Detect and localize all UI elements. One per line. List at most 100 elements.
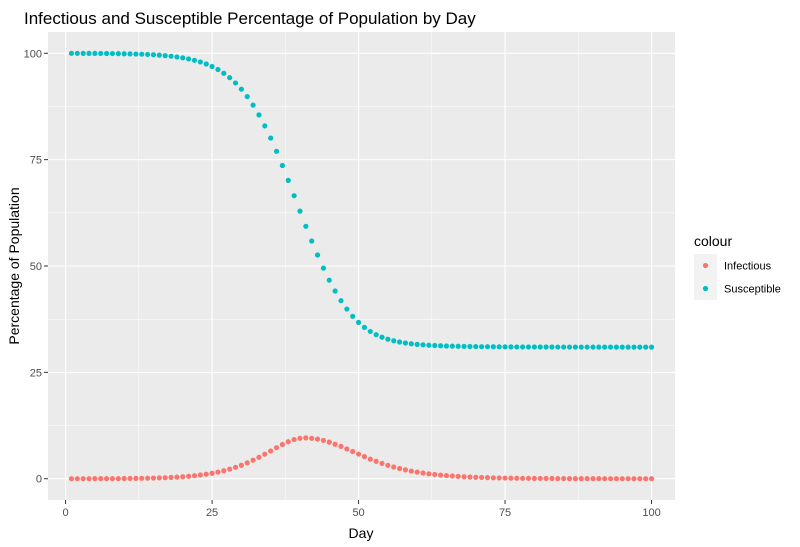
data-point — [168, 53, 174, 59]
chart-title: Infectious and Susceptible Percentage of… — [24, 9, 476, 28]
legend-key-point — [702, 262, 709, 269]
data-point — [268, 135, 274, 141]
data-point — [625, 476, 631, 482]
data-point — [385, 336, 391, 342]
data-point — [197, 59, 203, 65]
data-point — [461, 474, 467, 480]
data-point — [92, 50, 98, 57]
data-point — [314, 436, 321, 442]
data-point — [648, 476, 655, 482]
data-point — [273, 148, 280, 154]
data-point — [68, 476, 75, 482]
data-point — [285, 177, 291, 183]
data-point — [367, 328, 373, 335]
data-point — [432, 471, 438, 478]
data-point — [408, 468, 414, 474]
legend: colour Infectious Susceptible — [694, 233, 781, 300]
data-point — [443, 472, 450, 479]
x-tick-label: 75 — [499, 507, 511, 519]
data-point — [613, 344, 620, 350]
data-point — [396, 465, 403, 472]
data-point — [209, 63, 215, 70]
data-point — [145, 475, 151, 481]
data-point — [643, 476, 649, 482]
data-point — [502, 344, 508, 350]
data-point — [297, 208, 303, 214]
data-point — [297, 435, 303, 441]
data-point — [168, 474, 174, 481]
y-tick-label: 25 — [30, 367, 42, 379]
data-point — [279, 441, 285, 448]
data-point — [543, 344, 549, 350]
data-point — [438, 343, 444, 349]
data-point — [596, 476, 602, 482]
data-point — [344, 446, 350, 452]
data-point — [309, 435, 315, 441]
data-point — [203, 61, 209, 67]
data-point — [648, 344, 655, 350]
data-point — [537, 344, 543, 350]
data-point — [303, 435, 309, 441]
data-point — [361, 454, 368, 460]
data-point — [74, 50, 80, 56]
data-point — [391, 464, 397, 470]
data-point — [80, 476, 86, 482]
data-point — [115, 475, 121, 482]
data-point — [596, 344, 602, 350]
data-point — [385, 462, 391, 468]
data-point — [572, 344, 578, 350]
y-tick-label: 75 — [30, 155, 42, 167]
data-point — [455, 343, 461, 349]
data-point — [367, 456, 373, 462]
data-point — [549, 344, 555, 350]
data-point — [244, 460, 250, 466]
data-point — [203, 471, 209, 477]
data-point — [602, 476, 608, 482]
data-point — [467, 474, 473, 480]
data-point — [350, 313, 356, 319]
data-point — [332, 288, 338, 294]
data-point — [402, 467, 409, 473]
data-point — [309, 238, 315, 244]
legend-item-infectious: Infectious — [694, 254, 772, 277]
data-point — [238, 462, 244, 468]
data-point — [578, 344, 584, 350]
data-point — [262, 123, 268, 129]
x-axis-title: Day — [349, 525, 374, 541]
data-point — [92, 476, 98, 482]
data-point — [637, 476, 643, 482]
data-point — [525, 475, 532, 481]
legend-label: Susceptible — [724, 284, 781, 296]
data-point — [578, 476, 584, 482]
data-point — [566, 344, 573, 350]
data-point — [68, 50, 75, 56]
data-point — [133, 475, 139, 481]
data-point — [145, 51, 151, 58]
data-point — [508, 344, 514, 350]
data-point — [326, 439, 332, 445]
data-point — [426, 342, 432, 348]
data-point — [285, 439, 291, 445]
data-point — [191, 57, 198, 63]
data-point — [320, 265, 327, 271]
data-point — [186, 473, 192, 479]
data-point — [602, 344, 608, 350]
x-tick-label: 25 — [206, 507, 218, 519]
data-point — [139, 475, 145, 481]
data-point — [619, 476, 625, 482]
data-point — [572, 475, 578, 482]
legend-title: colour — [694, 233, 732, 249]
data-point — [80, 50, 86, 56]
data-point — [103, 475, 110, 482]
data-point — [531, 475, 537, 481]
data-point — [197, 472, 203, 478]
data-point — [150, 475, 157, 481]
data-point — [590, 344, 596, 350]
data-point — [473, 474, 479, 480]
data-point — [525, 344, 532, 350]
data-point — [291, 193, 297, 199]
data-point — [631, 476, 637, 482]
y-tick-label: 0 — [36, 474, 42, 486]
data-point — [320, 437, 327, 444]
